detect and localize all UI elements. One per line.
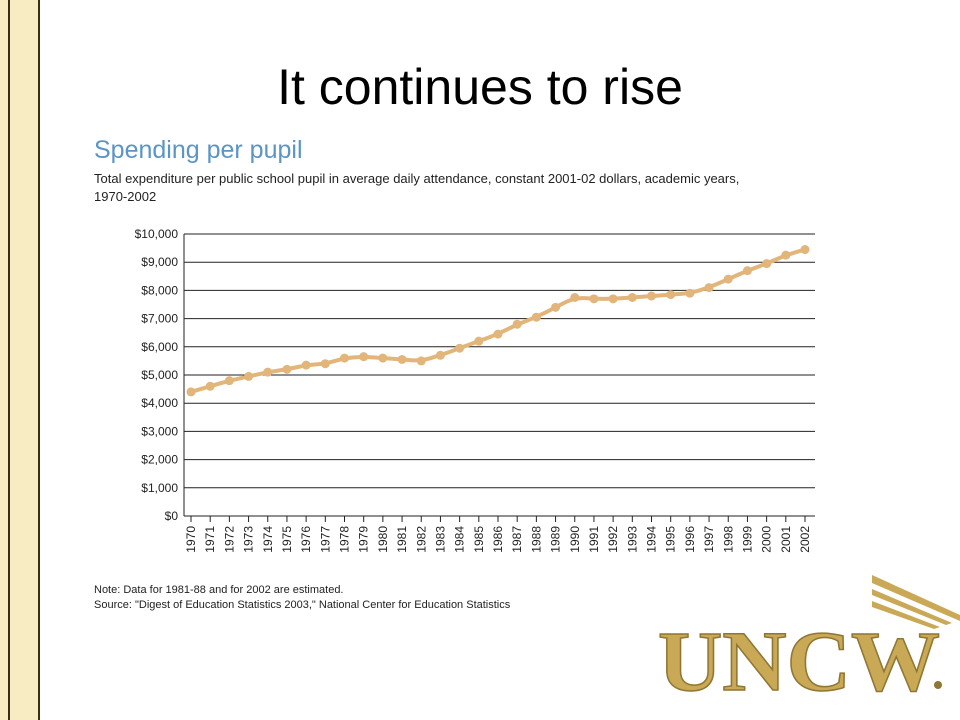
chart-subtitle-line2: 1970-2002 <box>94 189 157 204</box>
data-point <box>551 302 561 312</box>
x-tick-label: 1990 <box>568 526 582 553</box>
data-point <box>781 250 791 260</box>
chart-subtitle: Total expenditure per public school pupi… <box>94 170 874 206</box>
x-tick-label: 1998 <box>721 526 735 553</box>
x-tick-label: 1999 <box>740 526 754 553</box>
x-tick-label: 2001 <box>779 526 793 553</box>
data-point <box>742 266 752 276</box>
data-point <box>685 288 695 298</box>
x-tick-label: 1981 <box>395 526 409 553</box>
y-tick-label: $7,000 <box>141 312 178 326</box>
x-tick-label: 2002 <box>798 526 812 553</box>
y-tick-label: $6,000 <box>141 340 178 354</box>
grid-lines <box>183 233 815 517</box>
data-point <box>493 329 503 339</box>
chart-source: Source: "Digest of Education Statistics … <box>94 599 511 611</box>
x-tick-label: 1976 <box>299 526 313 553</box>
x-tick-label: 1986 <box>491 526 505 553</box>
data-point <box>397 354 407 364</box>
data-point <box>244 371 254 381</box>
data-point <box>320 359 330 369</box>
data-point <box>666 290 676 300</box>
y-tick-label: $0 <box>165 509 179 523</box>
x-tick-label: 1989 <box>549 526 563 553</box>
data-point <box>282 364 292 374</box>
data-point <box>627 292 637 302</box>
data-point <box>340 353 349 363</box>
x-tick-label: 1992 <box>606 526 620 553</box>
x-tick-label: 1983 <box>433 526 447 553</box>
x-tick-label: 1975 <box>280 526 294 553</box>
x-tick-label: 1995 <box>664 526 678 553</box>
y-axis-tick-labels: $0 $1,000 $2,000 $3,000 $4,000 $5,000 $6,000 $7… <box>135 227 179 523</box>
y-tick-label: $9,000 <box>141 255 178 269</box>
data-point <box>704 283 714 293</box>
y-tick-label: $10,000 <box>135 227 179 241</box>
chart-subtitle-line1: Total expenditure per public school pupi… <box>94 171 740 186</box>
y-tick-label: $2,000 <box>141 453 178 467</box>
x-tick-label: 1987 <box>510 526 524 553</box>
data-point <box>378 353 388 363</box>
data-point <box>416 356 426 366</box>
logo-registered-mark <box>934 681 942 689</box>
spending-chart: $0 $1,000 $2,000 $3,000 $4,000 $5,000 $6,000 $7… <box>135 227 815 553</box>
x-tick-label: 1982 <box>414 526 428 553</box>
y-tick-label: $1,000 <box>141 481 178 495</box>
logo-background-lower <box>650 615 960 720</box>
x-tick-label: 1978 <box>338 526 352 553</box>
data-point <box>800 245 810 255</box>
slide-sidebar <box>0 0 40 720</box>
x-tick-label: 1991 <box>587 526 601 553</box>
x-axis-tick-labels: 1970 1971 1972 1973 1974 1975 1976 1977 1978 1979… <box>184 516 812 553</box>
y-tick-label: $3,000 <box>141 424 178 438</box>
x-tick-label: 1979 <box>357 526 371 553</box>
x-tick-label: 1973 <box>242 526 256 553</box>
x-tick-label: 1997 <box>702 526 716 553</box>
data-point <box>762 259 772 269</box>
data-point <box>647 291 656 301</box>
data-point <box>455 343 465 353</box>
x-tick-label: 1980 <box>376 526 390 553</box>
data-point <box>263 367 273 377</box>
x-tick-label: 1971 <box>203 526 217 553</box>
data-point <box>205 381 215 391</box>
logo-wordmark: UNCW <box>658 613 940 709</box>
logo-roof-icon <box>872 575 960 629</box>
sidebar-edge-line <box>8 0 10 720</box>
data-point <box>723 274 733 284</box>
data-point <box>359 352 369 362</box>
slide-title: It continues to rise <box>277 59 683 115</box>
x-tick-label: 1985 <box>472 526 486 553</box>
x-tick-label: 1988 <box>529 526 543 553</box>
x-tick-label: 1970 <box>184 526 198 553</box>
x-tick-label: 2000 <box>760 526 774 553</box>
data-point <box>224 376 234 386</box>
chart-note: Note: Data for 1981-88 and for 2002 are … <box>94 584 344 596</box>
y-tick-label: $8,000 <box>141 283 178 297</box>
x-tick-label: 1996 <box>683 526 697 553</box>
chart-title: Spending per pupil <box>94 136 303 164</box>
x-tick-label: 1984 <box>453 526 467 553</box>
uncw-logo: UNCW <box>650 555 960 720</box>
y-tick-label: $4,000 <box>141 396 178 410</box>
y-tick-label: $5,000 <box>141 368 178 382</box>
data-point <box>435 350 445 360</box>
x-tick-label: 1993 <box>625 526 639 553</box>
series-points-layer <box>186 245 810 397</box>
x-tick-label: 1994 <box>645 526 659 553</box>
data-point <box>531 312 541 322</box>
data-point <box>570 292 580 302</box>
x-tick-label: 1977 <box>318 526 332 553</box>
data-point <box>608 294 618 304</box>
x-tick-label: 1972 <box>222 526 236 553</box>
data-point <box>301 360 311 370</box>
x-tick-label: 1974 <box>261 526 275 553</box>
data-point <box>589 294 599 304</box>
data-point <box>512 319 522 329</box>
data-point <box>186 387 196 397</box>
data-point <box>474 336 484 346</box>
